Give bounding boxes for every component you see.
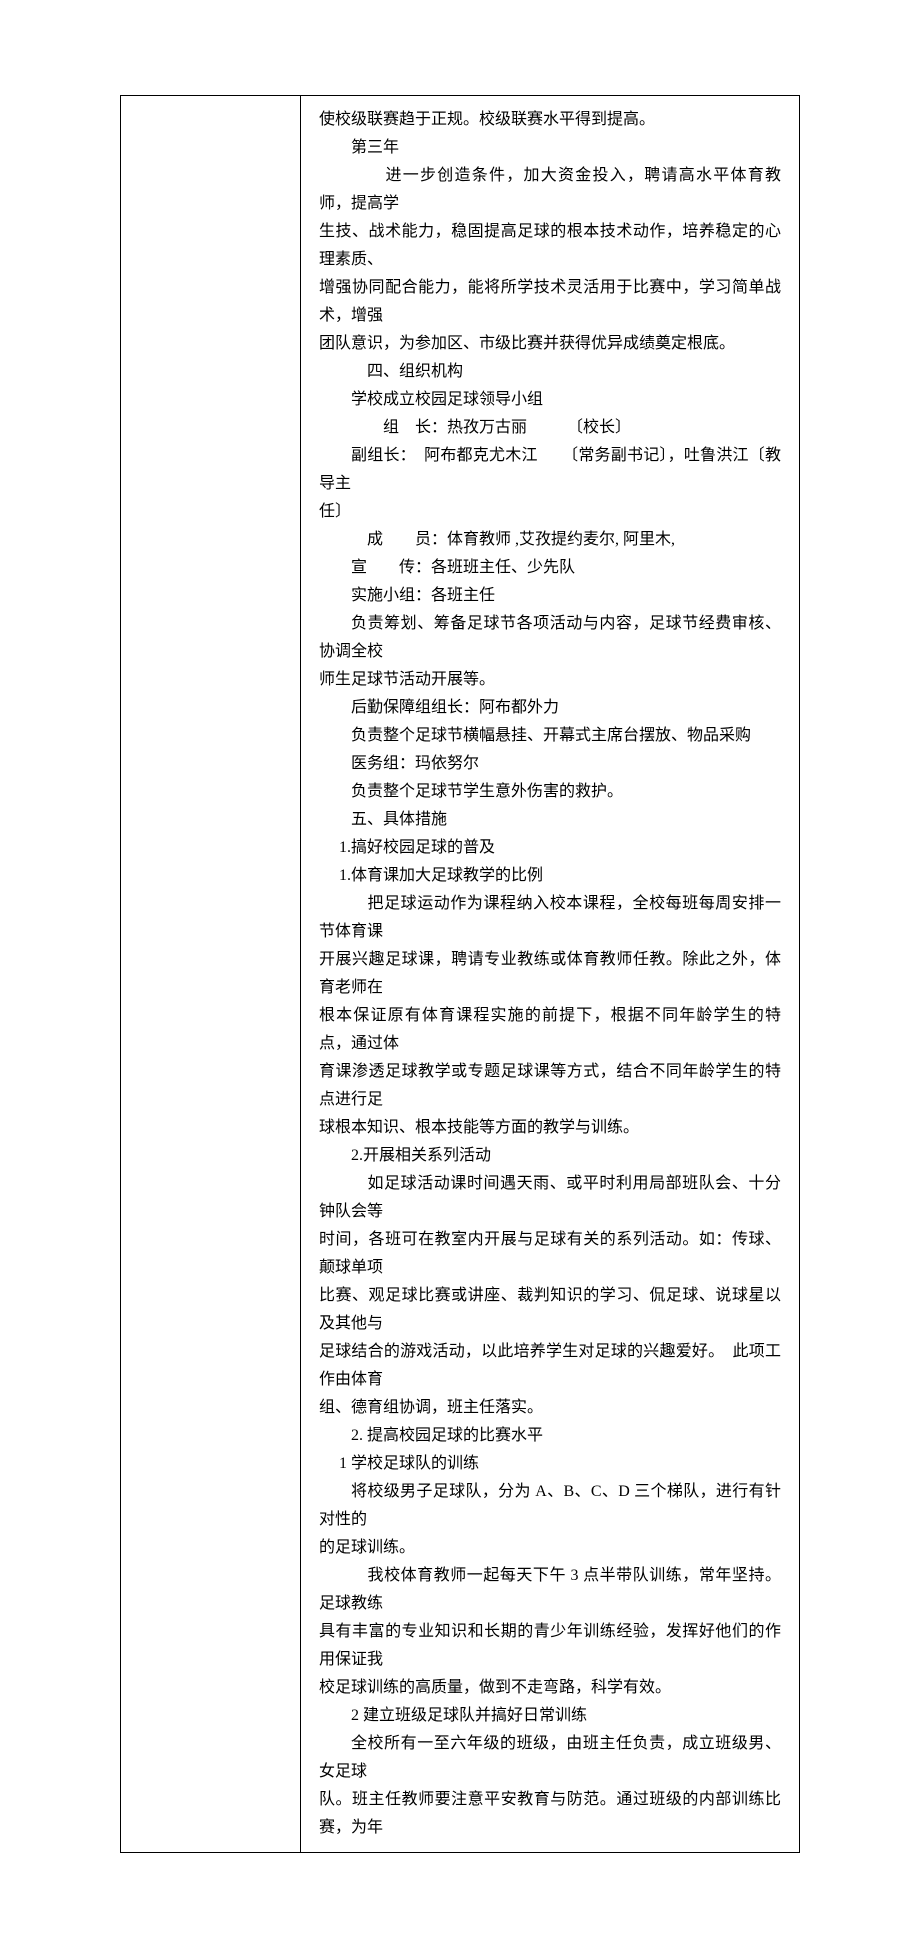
text-line: 2 建立班级足球队并搞好日常训练 — [319, 1702, 781, 1730]
text-line: 根本保证原有体育课程实施的前提下，根据不同年龄学生的特点，通过体 — [319, 1002, 781, 1058]
left-column — [121, 96, 301, 1853]
text-line: 负责整个足球节横幅悬挂、开幕式主席台摆放、物品采购 — [319, 722, 781, 750]
text-line: 1 学校足球队的训练 — [319, 1450, 781, 1478]
text-line: 的足球训练。 — [319, 1534, 781, 1562]
text-line: 组 长：热孜万古丽 〔校长〕 — [319, 414, 781, 442]
text-line: 把足球运动作为课程纳入校本课程，全校每班每周安排一节体育课 — [319, 890, 781, 946]
content-table: 使校级联赛趋于正规。校级联赛水平得到提高。第三年 进一步创造条件，加大资金投入，… — [120, 95, 800, 1853]
text-line: 球根本知识、根本技能等方面的教学与训练。 — [319, 1114, 781, 1142]
text-line: 五、具体措施 — [319, 806, 781, 834]
text-line: 团队意识，为参加区、市级比赛并获得优异成绩奠定根底。 — [319, 330, 781, 358]
text-line: 2.开展相关系列活动 — [319, 1142, 781, 1170]
text-line: 负责整个足球节学生意外伤害的救护。 — [319, 778, 781, 806]
text-line: 2. 提高校园足球的比赛水平 — [319, 1422, 781, 1450]
text-line: 副组长： 阿布都克尤木江 〔常务副书记〕，吐鲁洪江〔教导主 — [319, 442, 781, 498]
text-line: 后勤保障组组长：阿布都外力 — [319, 694, 781, 722]
text-line: 生技、战术能力，稳固提高足球的根本技术动作，培养稳定的心理素质、 — [319, 218, 781, 274]
document-page: 使校级联赛趋于正规。校级联赛水平得到提高。第三年 进一步创造条件，加大资金投入，… — [0, 0, 920, 1933]
text-line: 开展兴趣足球课，聘请专业教练或体育教师任教。除此之外，体育老师在 — [319, 946, 781, 1002]
right-column: 使校级联赛趋于正规。校级联赛水平得到提高。第三年 进一步创造条件，加大资金投入，… — [301, 96, 800, 1853]
text-line: 负责筹划、筹备足球节各项活动与内容，足球节经费审核、协调全校 — [319, 610, 781, 666]
text-line: 具有丰富的专业知识和长期的青少年训练经验，发挥好他们的作用保证我 — [319, 1618, 781, 1674]
text-line: 成 员：体育教师 ,艾孜提约麦尔, 阿里木, — [319, 526, 781, 554]
text-line: 四、组织机构 — [319, 358, 781, 386]
text-body: 使校级联赛趋于正规。校级联赛水平得到提高。第三年 进一步创造条件，加大资金投入，… — [319, 106, 781, 1842]
text-line: 校足球训练的高质量，做到不走弯路，科学有效。 — [319, 1674, 781, 1702]
text-line: 比赛、观足球比赛或讲座、裁判知识的学习、侃足球、说球星以及其他与 — [319, 1282, 781, 1338]
text-line: 第三年 — [319, 134, 781, 162]
text-line: 师生足球节活动开展等。 — [319, 666, 781, 694]
text-line: 全校所有一至六年级的班级，由班主任负责，成立班级男、女足球 — [319, 1730, 781, 1786]
text-line: 队。班主任教师要注意平安教育与防范。通过班级的内部训练比赛，为年 — [319, 1786, 781, 1842]
text-line: 如足球活动课时间遇天雨、或平时利用局部班队会、十分钟队会等 — [319, 1170, 781, 1226]
text-line: 组、德育组协调，班主任落实。 — [319, 1394, 781, 1422]
text-line: 1.体育课加大足球教学的比例 — [319, 862, 781, 890]
text-line: 增强协同配合能力，能将所学技术灵活用于比赛中，学习简单战术，增强 — [319, 274, 781, 330]
text-line: 1.搞好校园足球的普及 — [319, 834, 781, 862]
text-line: 进一步创造条件，加大资金投入，聘请高水平体育教师，提高学 — [319, 162, 781, 218]
text-line: 任〕 — [319, 498, 781, 526]
text-line: 足球结合的游戏活动，以此培养学生对足球的兴趣爱好。 此项工作由体育 — [319, 1338, 781, 1394]
text-line: 实施小组：各班主任 — [319, 582, 781, 610]
text-line: 学校成立校园足球领导小组 — [319, 386, 781, 414]
text-line: 将校级男子足球队，分为 A、B、C、D 三个梯队，进行有针对性的 — [319, 1478, 781, 1534]
text-line: 时间，各班可在教室内开展与足球有关的系列活动。如：传球、颠球单项 — [319, 1226, 781, 1282]
text-line: 使校级联赛趋于正规。校级联赛水平得到提高。 — [319, 106, 781, 134]
text-line: 我校体育教师一起每天下午 3 点半带队训练，常年坚持。足球教练 — [319, 1562, 781, 1618]
text-line: 医务组：玛依努尔 — [319, 750, 781, 778]
text-line: 育课渗透足球教学或专题足球课等方式，结合不同年龄学生的特点进行足 — [319, 1058, 781, 1114]
text-line: 宣 传：各班班主任、少先队 — [319, 554, 781, 582]
